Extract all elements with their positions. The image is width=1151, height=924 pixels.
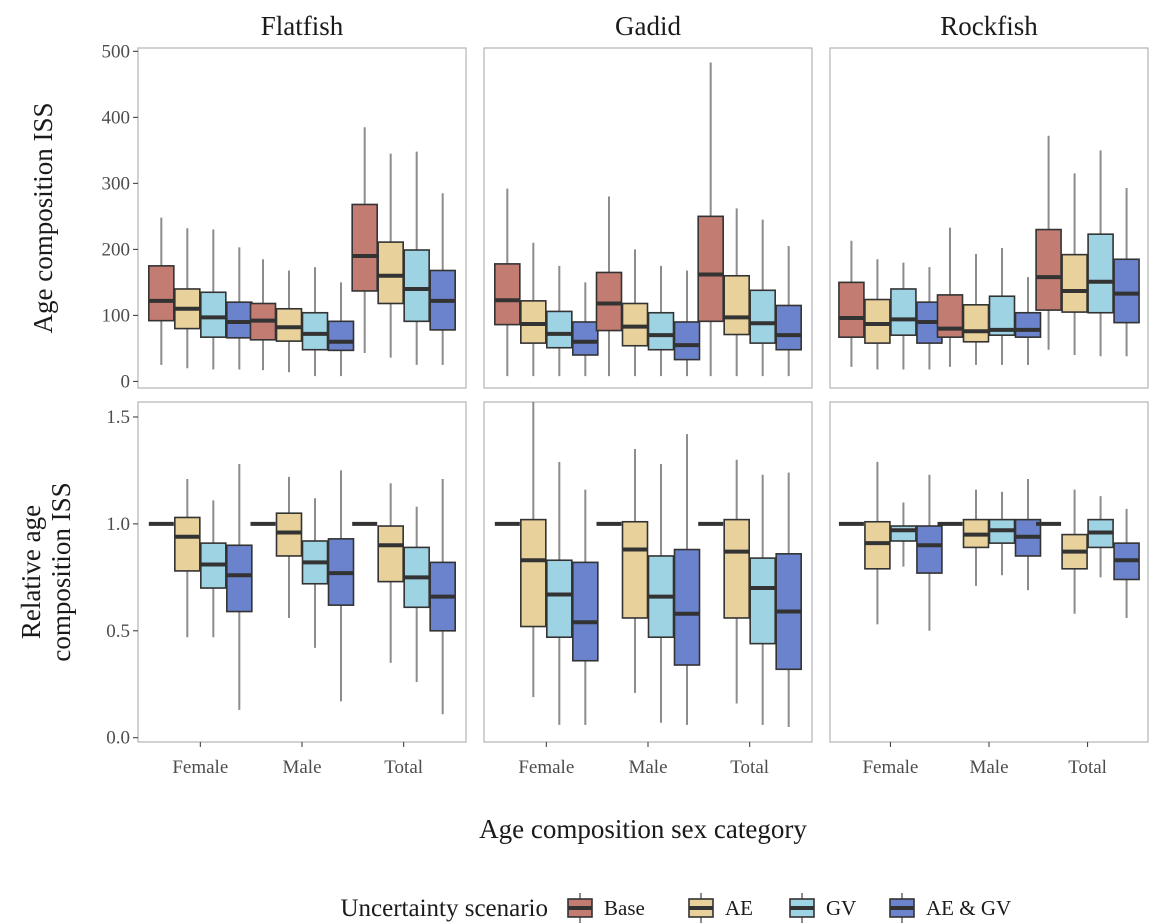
axes-layer: 0 100 200 300 400 500 Age composition ISS 0.0 0.… — [16, 41, 1107, 844]
y-axis-title: composition ISS — [46, 482, 76, 661]
x-tick-label-female: Female — [862, 757, 918, 778]
x-tick-label-total: Total — [730, 757, 769, 778]
strip-label-flatfish: Flatfish — [261, 11, 344, 41]
box-ae-and-gv — [572, 321, 599, 356]
box-gv — [301, 311, 329, 351]
strip-labels-layer: Flatfish Gadid Rockfish — [261, 11, 1039, 41]
box-gv — [890, 288, 917, 336]
legend-label-ae: AE — [725, 896, 753, 920]
box-ae — [520, 518, 547, 628]
x-tick-label-total: Total — [384, 757, 423, 778]
y-tick-label: 300 — [102, 173, 131, 194]
y-tick-label: 200 — [102, 239, 131, 260]
x-tick-label-male: Male — [282, 757, 321, 778]
y-tick-label: 0 — [121, 371, 131, 392]
box-ae-and-gv — [673, 548, 701, 666]
y-tick-label: 1.5 — [106, 407, 130, 428]
x-tick-label-female: Female — [172, 757, 228, 778]
box-ae — [962, 304, 990, 343]
box-base — [351, 203, 378, 292]
x-tick-label-female: Female — [518, 757, 574, 778]
legend: Uncertainty scenario Base AE GV AE & GV — [340, 893, 1011, 923]
box-gv — [1087, 233, 1114, 314]
legend-label-gv: GV — [826, 896, 856, 920]
box-ae-and-gv — [673, 321, 701, 361]
box-ae — [1061, 253, 1088, 313]
box-ae — [864, 520, 891, 570]
legend-title: Uncertainty scenario — [340, 895, 548, 922]
y-tick-label: 500 — [102, 41, 131, 62]
box-ae-and-gv — [775, 304, 802, 351]
panel-rockfish — [829, 401, 1149, 743]
box-base — [697, 215, 724, 323]
box-ae-and-gv — [1014, 311, 1042, 338]
legend-label-ae-and-gv: AE & GV — [926, 896, 1011, 920]
y-axis-title: Age composition ISS — [28, 102, 58, 333]
box-base — [148, 265, 175, 322]
y-tick-label: 0.5 — [106, 621, 130, 642]
panels-layer — [137, 47, 1149, 743]
strip-label-gadid: Gadid — [615, 11, 681, 41]
x-tick-label-total: Total — [1068, 757, 1107, 778]
box-ae — [723, 518, 750, 619]
x-tick-label-male: Male — [628, 757, 667, 778]
box-gv — [647, 311, 675, 351]
box-base — [936, 294, 964, 338]
y-tick-label: 100 — [102, 305, 131, 326]
box-ae-and-gv — [327, 320, 355, 352]
box-gv — [749, 289, 776, 344]
box-ae — [864, 298, 891, 344]
y-tick-label: 1.0 — [106, 514, 130, 535]
box-gv — [200, 291, 227, 338]
box-base — [1035, 228, 1062, 311]
box-base — [838, 281, 865, 338]
box-ae — [377, 525, 404, 583]
box-gv — [403, 249, 430, 323]
box-gv — [546, 559, 573, 639]
box-ae — [377, 241, 404, 305]
box-ae-and-gv — [916, 525, 943, 574]
x-axis-title: Age composition sex category — [479, 814, 807, 844]
box-base — [494, 263, 521, 326]
x-tick-label-male: Male — [969, 757, 1008, 778]
y-axis-title: Relative age — [16, 505, 46, 639]
y-tick-label: 400 — [102, 107, 131, 128]
y-tick-label: 0.0 — [106, 728, 130, 749]
box-ae — [621, 520, 649, 619]
box-ae — [275, 512, 303, 557]
box-gv — [546, 310, 573, 349]
box-ae — [275, 307, 303, 342]
box-ae-and-gv — [572, 561, 599, 662]
box-gv — [890, 525, 917, 542]
strip-label-rockfish: Rockfish — [940, 11, 1038, 41]
legend-label-base: Base — [604, 896, 645, 920]
box-ae-and-gv — [226, 544, 253, 613]
box-ae — [174, 516, 201, 572]
box-gv — [749, 557, 776, 645]
box-ae — [723, 274, 750, 336]
box-ae-and-gv — [1113, 258, 1140, 324]
